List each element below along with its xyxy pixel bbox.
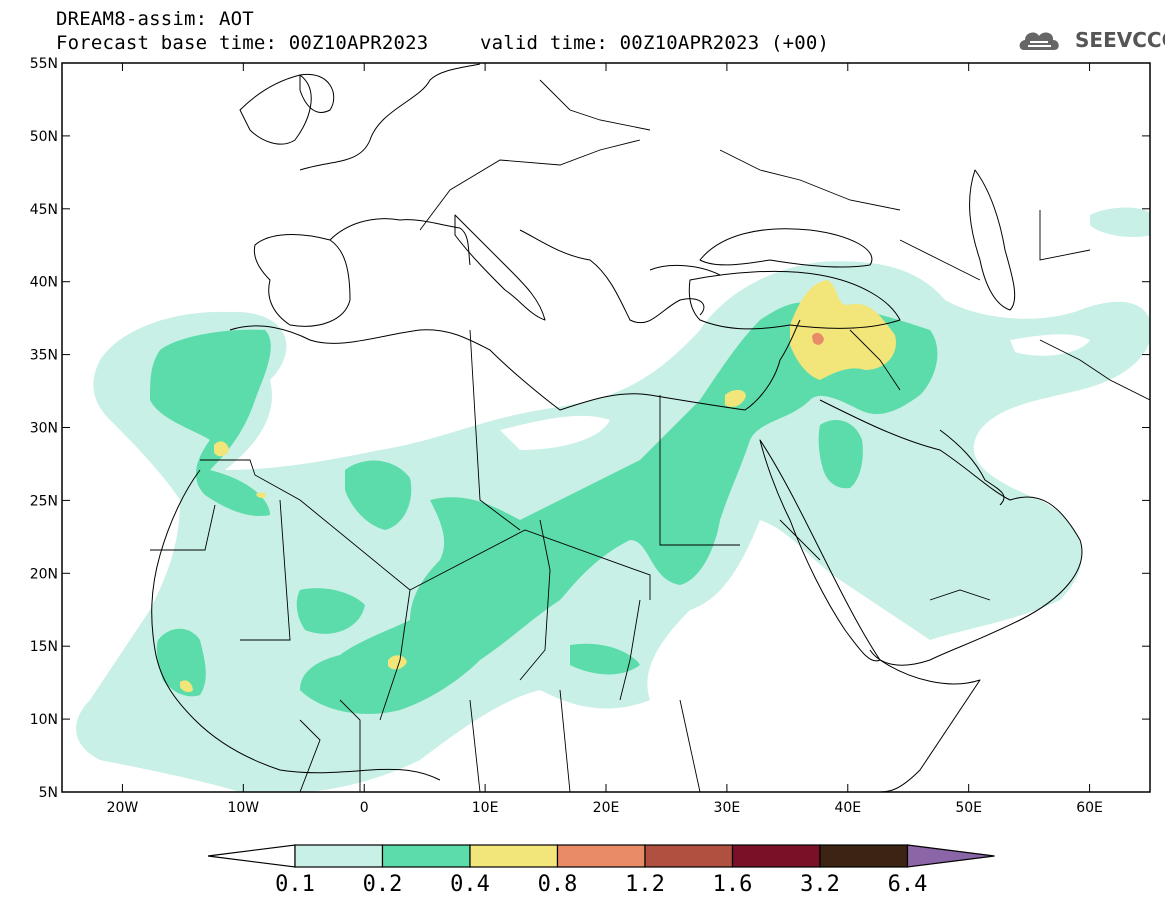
colorbar-label: 0.4 — [450, 872, 490, 897]
colorbar-label: 3.2 — [800, 872, 840, 897]
aot-field — [76, 207, 1150, 792]
cloud-icon — [1019, 32, 1059, 50]
lon-tick-label: 10W — [227, 800, 259, 816]
colorbar-swatch — [381, 844, 471, 868]
colorbar-label: 1.2 — [625, 872, 665, 897]
colorbar-low-arrow — [207, 844, 296, 868]
aot-level-0.2 — [150, 302, 938, 714]
lat-tick-label: 10N — [30, 712, 58, 728]
lat-tick-label: 15N — [30, 639, 58, 655]
colorbar-swatch — [294, 844, 384, 868]
colorbar-label: 1.6 — [713, 872, 753, 897]
lon-tick-label: 40E — [834, 800, 861, 816]
coastlines — [151, 63, 1083, 792]
lon-tick-label: 50E — [955, 800, 982, 816]
colorbar-swatch — [644, 844, 734, 868]
map-title: DREAM8-assim: AOT — [56, 8, 254, 30]
colorbar-swatch — [731, 844, 821, 868]
colorbar-swatch — [469, 844, 559, 868]
lat-tick-label: 50N — [30, 129, 58, 145]
lon-tick-label: 60E — [1076, 800, 1103, 816]
lat-tick-label: 45N — [30, 202, 58, 218]
lon-tick-label: 20E — [593, 800, 620, 816]
lat-tick-label: 55N — [30, 56, 58, 72]
lat-tick-label: 35N — [30, 348, 58, 364]
colorbar-swatch — [819, 844, 909, 868]
valid-time: valid time: 00Z10APR2023 (+00) — [480, 32, 830, 54]
aot-level-0.4 — [180, 280, 896, 693]
colorbar-label: 0.2 — [363, 872, 403, 897]
colorbar-label: 6.4 — [888, 872, 928, 897]
logo-text: SEEVCCC — [1075, 28, 1165, 52]
colorbar-swatch — [556, 844, 646, 868]
lat-tick-label: 40N — [30, 275, 58, 291]
lat-tick-label: 5N — [39, 785, 58, 801]
lat-tick-label: 25N — [30, 493, 58, 509]
country-borders — [150, 79, 1150, 792]
colorbar: 0.1 0.2 0.4 0.8 1.2 1.6 3.2 6.4 — [207, 844, 995, 897]
lon-tick-label: 20W — [107, 800, 139, 816]
lat-tick-label: 30N — [30, 421, 58, 437]
lon-tick-label: 0 — [360, 800, 369, 816]
lat-tick-label: 20N — [30, 566, 58, 582]
map-axes: 20W 10W 0 10E 20E 30E 40E 50E 60E 55N 50N 45N 40N 35N… — [30, 56, 1150, 816]
colorbar-label: 0.1 — [275, 872, 315, 897]
colorbar-high-arrow — [906, 844, 995, 868]
lon-tick-label: 10E — [472, 800, 499, 816]
lon-tick-label: 30E — [714, 800, 741, 816]
aot-level-0.8 — [812, 332, 824, 345]
colorbar-label: 0.8 — [538, 872, 578, 897]
forecast-base-time: Forecast base time: 00Z10APR2023 — [56, 32, 429, 54]
